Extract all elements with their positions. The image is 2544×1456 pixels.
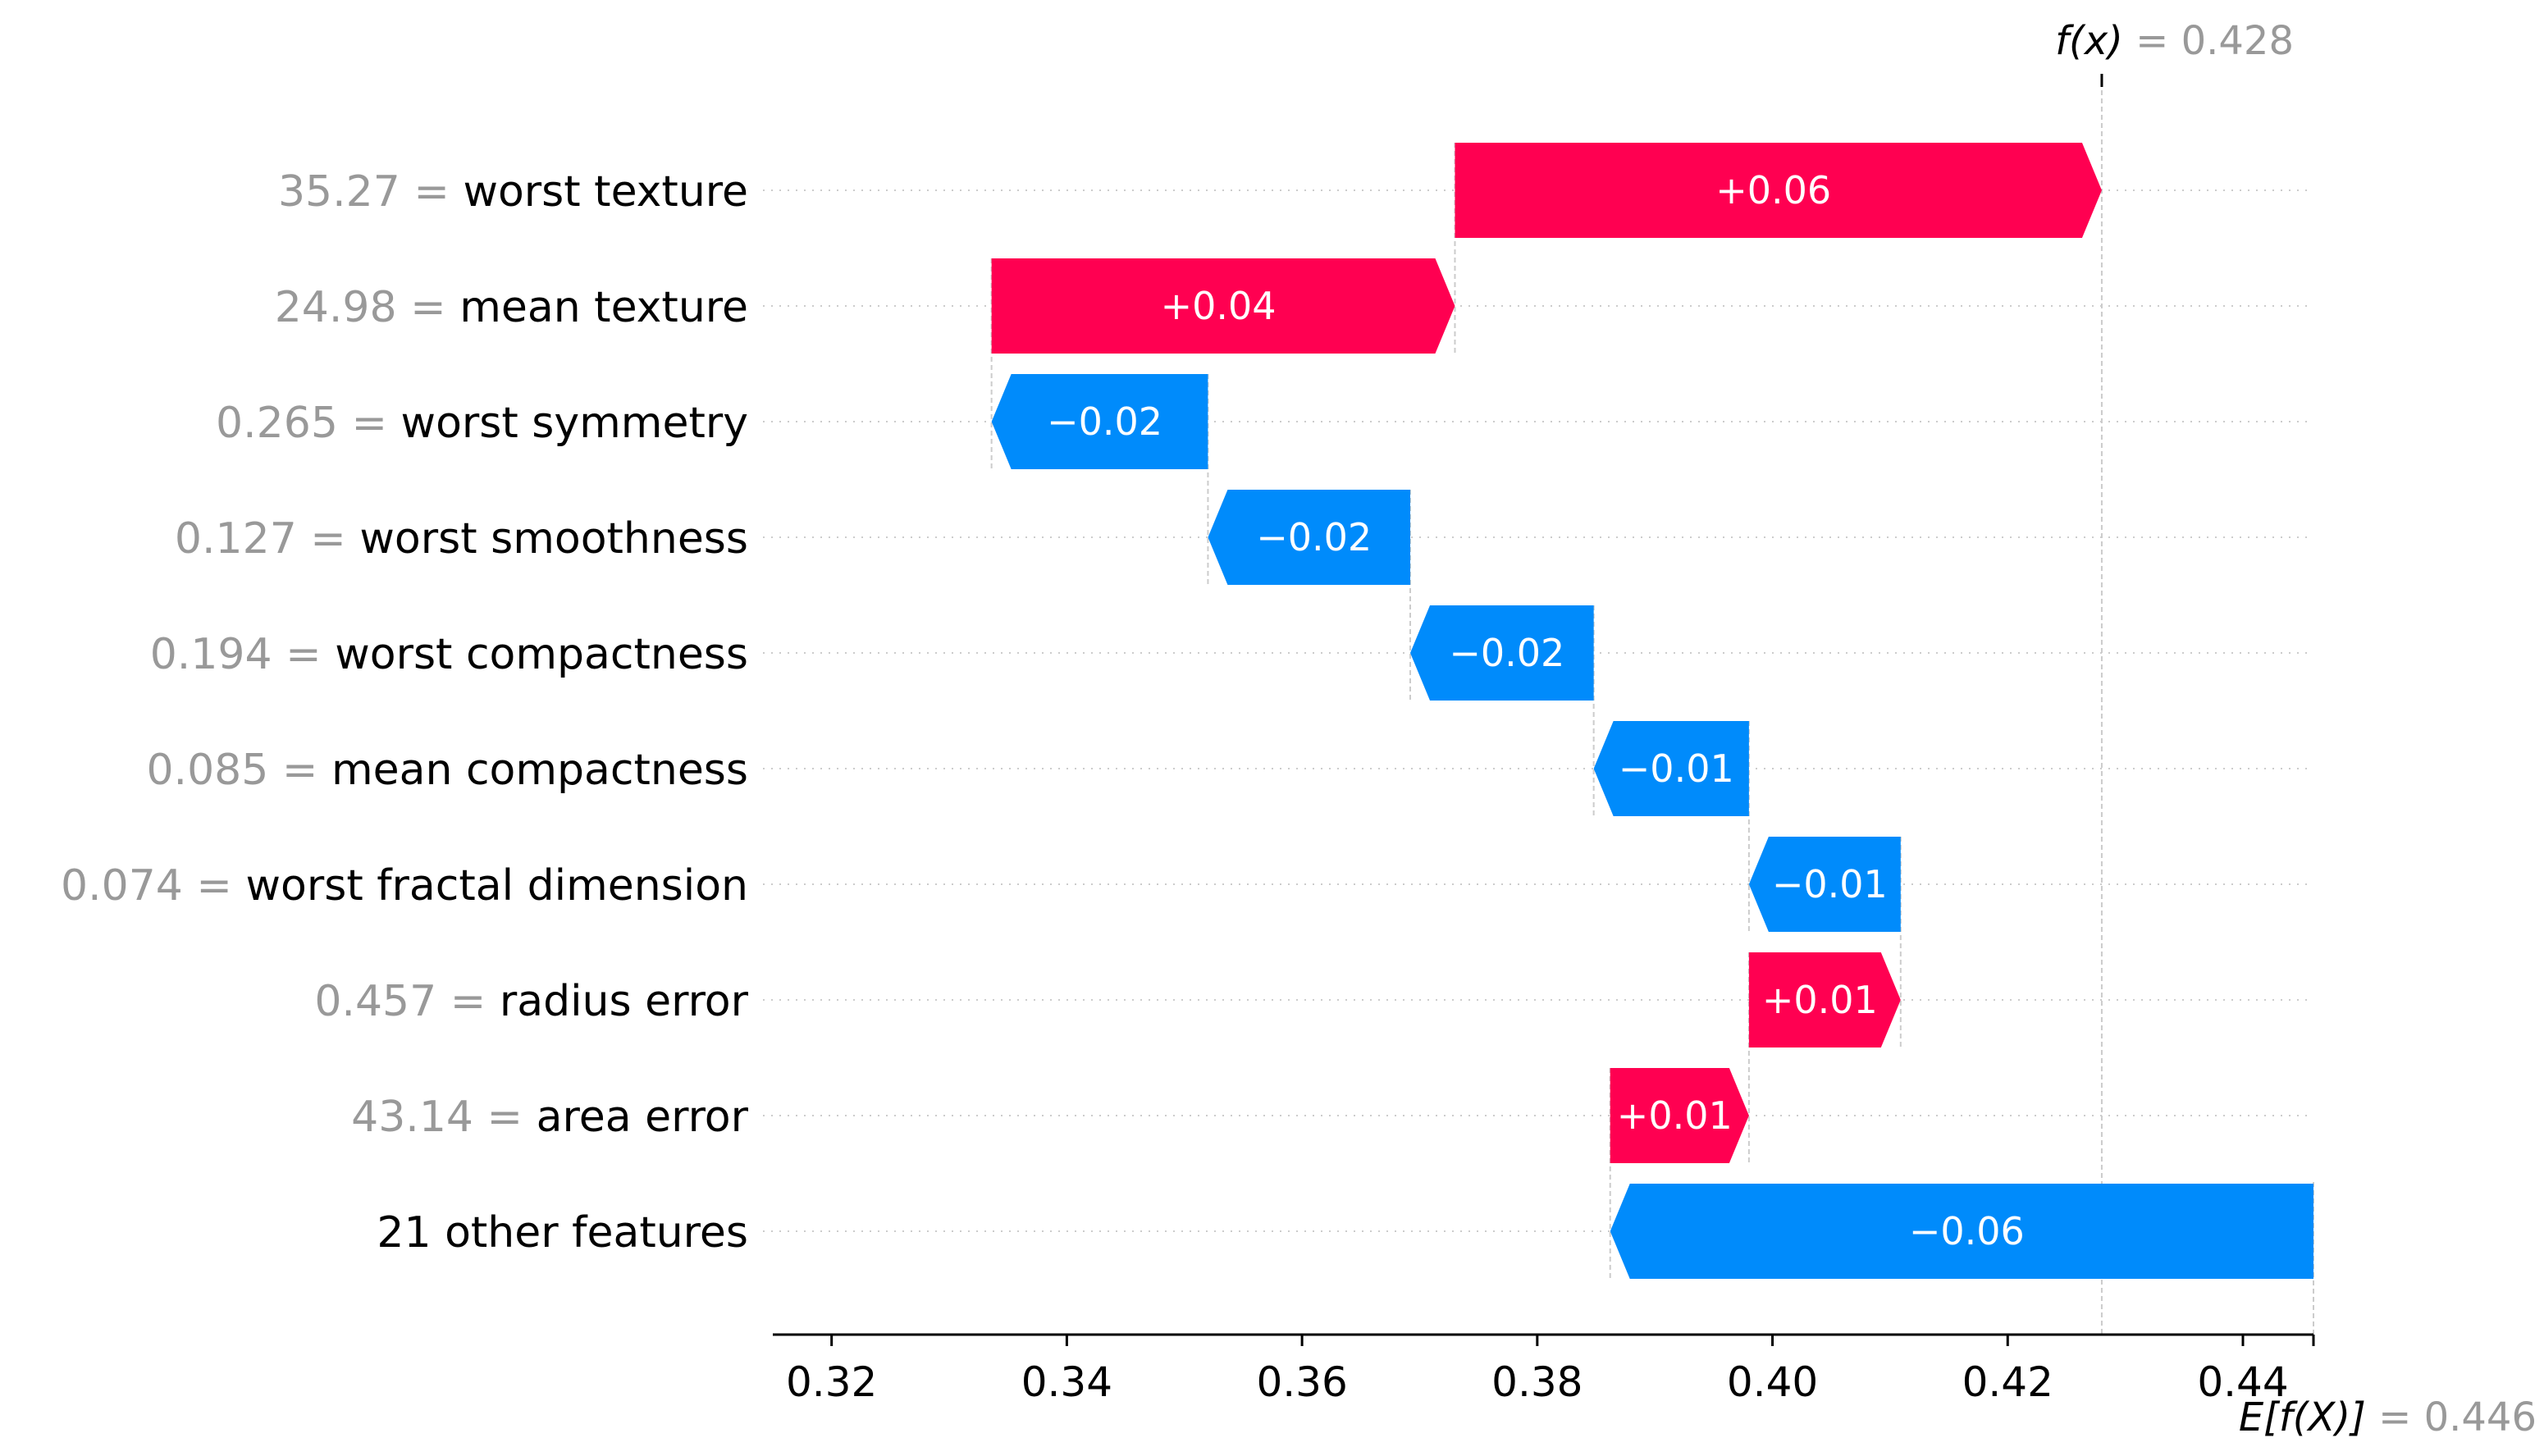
feature-name: worst symmetry	[401, 399, 748, 448]
base-value: = 0.446	[2366, 1394, 2537, 1440]
negative-bar	[1748, 837, 1901, 932]
feature-value: 0.265 =	[216, 399, 401, 448]
x-tick-label: 0.34	[1021, 1358, 1112, 1406]
bar-value-label: +0.04	[1161, 284, 1277, 328]
negative-bar	[1410, 605, 1594, 701]
feature-label: 35.27 = worst texture	[278, 167, 748, 217]
feature-label: 0.194 = worst compactness	[150, 630, 748, 679]
feature-labels: 35.27 = worst texture 24.98 = mean textur…	[61, 167, 749, 1257]
negative-bar	[991, 374, 1208, 469]
feature-label: 0.265 = worst symmetry	[216, 399, 748, 448]
base-value-annotation: E[f(X)] = 0.446	[2239, 1394, 2537, 1440]
positive-bar	[991, 258, 1455, 354]
feature-name: worst compactness	[335, 630, 748, 679]
negative-bar	[1610, 1184, 2313, 1279]
feature-name: mean texture	[459, 283, 748, 332]
feature-label: 43.14 = area error	[351, 1093, 748, 1142]
bar-value-label: −0.02	[1449, 631, 1564, 675]
feature-label: 0.085 = mean compactness	[146, 746, 748, 795]
feature-label: 21 other features	[377, 1208, 748, 1257]
negative-bar	[1208, 490, 1411, 585]
bar-value-label: +0.06	[1715, 168, 1831, 212]
feature-label: 0.127 = worst smoothness	[175, 514, 748, 564]
positive-bar	[1455, 143, 2102, 238]
feature-name: mean compactness	[331, 746, 748, 795]
feature-name: radius error	[500, 977, 749, 1026]
x-tick-label: 0.36	[1256, 1358, 1347, 1406]
feature-value: 35.27 =	[278, 167, 464, 217]
x-tick-label: 0.40	[1727, 1358, 1818, 1406]
feature-name: worst fractal dimension	[246, 861, 748, 911]
bar-value-label: −0.06	[1909, 1209, 2025, 1253]
x-axis: 0.32 0.34 0.36 0.38 0.40 0.42 0.44	[773, 1333, 2315, 1406]
bar-value-label: −0.01	[1619, 746, 1734, 791]
feature-value: 0.457 =	[314, 977, 500, 1026]
bar-value-label: −0.01	[1772, 862, 1888, 906]
base-label: E[f(X)]	[2239, 1394, 2366, 1440]
feature-label: 0.457 = radius error	[314, 977, 748, 1026]
feature-value: 43.14 =	[351, 1093, 537, 1142]
bar-value-label: −0.02	[1256, 515, 1372, 559]
bar-value-label: −0.02	[1047, 399, 1162, 444]
feature-label: 24.98 = mean texture	[275, 283, 748, 332]
feature-value: 0.074 =	[61, 861, 246, 911]
output-value: = 0.428	[2123, 18, 2294, 64]
feature-label: 0.074 = worst fractal dimension	[61, 861, 748, 911]
feature-value: 24.98 =	[275, 283, 460, 332]
x-tick-label: 0.38	[1491, 1358, 1583, 1406]
feature-value: 0.194 =	[150, 630, 336, 679]
output-label: f(x)	[2055, 18, 2123, 64]
feature-value: 0.085 =	[146, 746, 331, 795]
x-tick-label: 0.42	[1962, 1358, 2053, 1406]
feature-name: area error	[537, 1093, 749, 1142]
value-annotations: f(x) = 0.428 E[f(X)] = 0.446	[2055, 18, 2537, 1440]
positive-bar	[1610, 1068, 1749, 1163]
contribution-bars: +0.06 +0.04 −0.02 −0.02 −0.02 −0.01 −0.01 +0.01…	[991, 143, 2313, 1279]
negative-bar	[1593, 721, 1749, 816]
x-tick-label: 0.44	[2197, 1358, 2288, 1406]
feature-name: worst smoothness	[359, 514, 748, 564]
output-value-annotation: f(x) = 0.428	[2055, 18, 2294, 64]
x-tick-label: 0.32	[786, 1358, 877, 1406]
feature-value: 0.127 =	[175, 514, 360, 564]
feature-name: worst texture	[463, 167, 748, 217]
positive-bar	[1748, 952, 1901, 1047]
bar-value-label: +0.01	[1762, 978, 1878, 1022]
feature-name: 21 other features	[377, 1208, 748, 1257]
bar-value-label: +0.01	[1617, 1093, 1733, 1138]
